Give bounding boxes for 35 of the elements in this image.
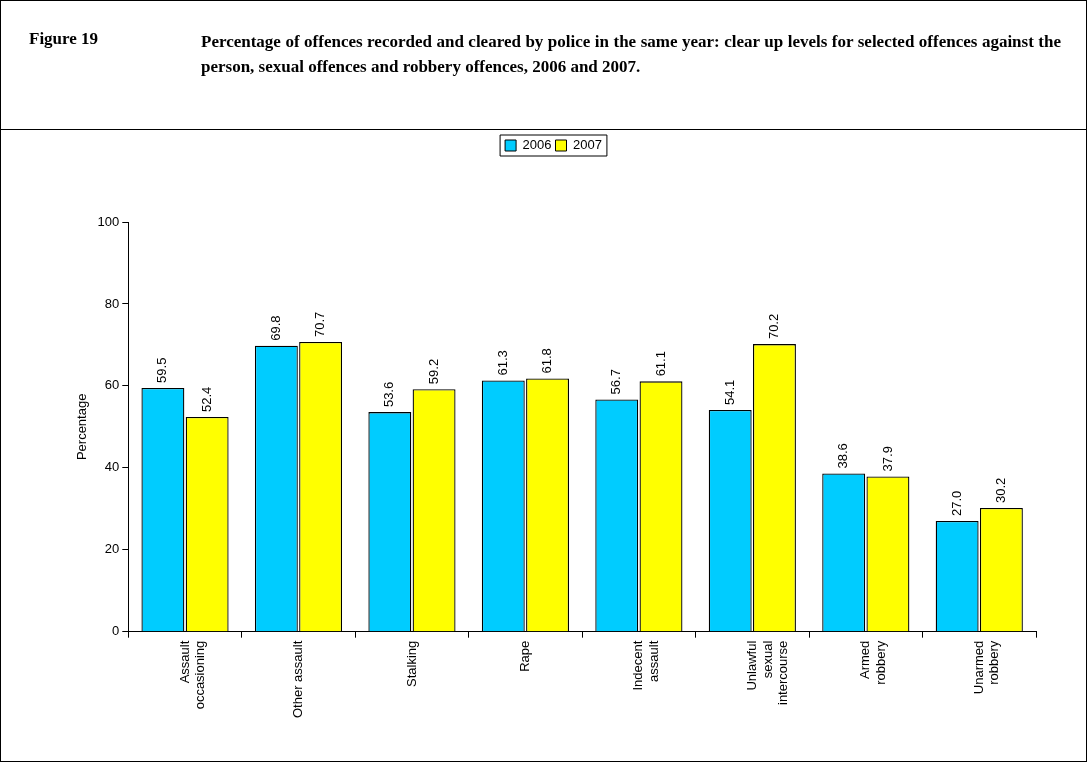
chart-subtitle: Percentage of offences recorded and cleared by police in the same year: clear up levels for selected offences against the person, sexual offences and robbery offences, 2006 and 2007. bbox=[201, 31, 1061, 78]
text: 27.0 bbox=[948, 490, 964, 517]
y-axis-title: Percentage bbox=[74, 393, 90, 461]
x-tick-label: Unarmed robbery bbox=[970, 640, 1002, 695]
text: 70.2 bbox=[766, 313, 782, 340]
text: 37.9 bbox=[879, 446, 895, 472]
text: 52.4 bbox=[198, 386, 214, 413]
x-tick-label: Armed robbery bbox=[857, 640, 888, 685]
legend-label: 2006 bbox=[522, 137, 552, 153]
text: 59.5 bbox=[154, 357, 170, 383]
text: 38.6 bbox=[835, 443, 851, 469]
text: 61.8 bbox=[539, 348, 555, 374]
x-tick-label: Stalking bbox=[403, 640, 419, 687]
x-tick-label: Indecent assault bbox=[630, 640, 662, 691]
text: 56.7 bbox=[608, 369, 624, 395]
text: 54.1 bbox=[721, 379, 737, 406]
y-tick-label: 100 bbox=[97, 213, 120, 229]
y-tick-label: 40 bbox=[104, 459, 120, 475]
text: 70.7 bbox=[312, 311, 328, 338]
y-tick-label: 0 bbox=[112, 623, 120, 639]
x-tick-label: Rape bbox=[516, 640, 532, 672]
text: 53.6 bbox=[381, 381, 397, 408]
legend-label: 2007 bbox=[573, 137, 602, 153]
x-tick-label: Unlawful sexual intercourse bbox=[743, 640, 791, 705]
y-tick-label: 20 bbox=[104, 541, 120, 557]
text: 59.2 bbox=[425, 358, 441, 385]
x-tick-label: Other assault bbox=[290, 640, 306, 719]
y-tick-label: 60 bbox=[104, 377, 120, 393]
text: 30.2 bbox=[992, 477, 1008, 503]
text: 61.3 bbox=[494, 350, 510, 376]
chart-title: Figure 19 bbox=[29, 29, 99, 49]
x-tick-label: Assault occasioning bbox=[176, 640, 208, 710]
text: 69.8 bbox=[267, 315, 283, 341]
text: 61.1 bbox=[652, 351, 668, 377]
y-tick-label: 80 bbox=[104, 295, 120, 311]
